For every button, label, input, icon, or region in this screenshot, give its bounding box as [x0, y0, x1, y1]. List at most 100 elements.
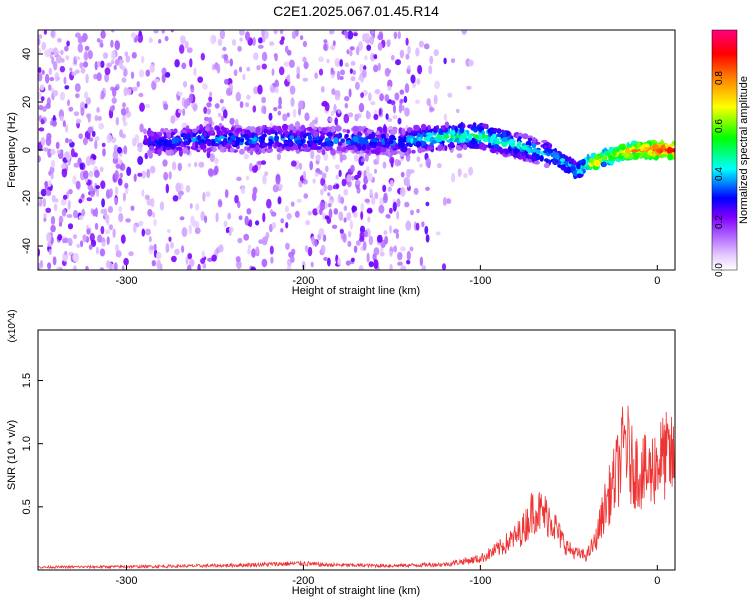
spectrogram-noise-blob — [418, 40, 424, 48]
spectrogram-noise-blob — [389, 180, 394, 187]
spectrogram-noise-blob — [83, 91, 89, 99]
spectrogram-ridge-blob — [535, 149, 541, 155]
spectrogram-noise-blob — [274, 79, 279, 89]
spectrogram-ridge-blob — [626, 143, 633, 148]
spectrogram-noise-blob — [270, 256, 274, 264]
spectrogram-noise-blob — [377, 42, 383, 51]
spectrogram-ridge-blob — [594, 154, 601, 160]
spectrogram-ridge-blob — [192, 128, 198, 133]
spectrogram-noise-blob — [94, 140, 98, 150]
spectrogram-noise-blob — [65, 124, 69, 133]
spectrogram-noise-blob — [141, 55, 145, 64]
spectrogram-x-tick-label: -100 — [469, 275, 491, 287]
spectrogram-ridge-blob — [531, 139, 536, 143]
spectrogram-noise-blob — [334, 117, 339, 126]
spectrogram-noise-blob — [369, 188, 373, 197]
spectrogram-noise-blob — [321, 172, 327, 179]
spectrogram-noise-blob — [114, 244, 120, 252]
spectrogram-noise-blob — [203, 116, 210, 122]
spectrogram-noise-blob — [302, 40, 307, 48]
spectrogram-noise-blob — [271, 211, 277, 217]
spectrogram-ridge-blob — [204, 126, 210, 132]
spectrogram-ridge-blob — [460, 133, 467, 140]
colorbar-gradient — [711, 29, 738, 271]
spectrogram-ridge-blob — [305, 127, 313, 131]
spectrogram-ridge-blob — [479, 133, 483, 140]
spectrogram-noise-blob — [71, 71, 77, 76]
spectrogram-noise-blob — [246, 67, 251, 72]
spectrogram-noise-blob — [69, 67, 73, 72]
spectrogram-noise-blob — [456, 153, 463, 159]
spectrogram-noise-blob — [356, 46, 360, 56]
spectrogram-ridge-blob — [506, 130, 511, 136]
spectrogram-noise-blob — [407, 45, 411, 55]
spectrogram-ridge-blob — [358, 138, 363, 143]
spectrogram-ridge-blob — [398, 137, 404, 144]
spectrogram-x-tick-label: 0 — [654, 275, 660, 287]
spectrogram-noise-blob — [139, 102, 145, 112]
spectrogram-noise-blob — [80, 67, 86, 74]
spectrogram-ridge-blob — [602, 155, 608, 160]
spectrogram-ridge-blob — [386, 142, 390, 149]
spectrogram-noise-blob — [48, 84, 52, 91]
spectrogram-noise-blob — [233, 69, 238, 77]
spectrogram-noise-blob — [72, 175, 77, 185]
spectrogram-ridge-blob — [171, 137, 176, 145]
spectrogram-noise-blob — [252, 37, 256, 46]
spectrogram-noise-blob — [400, 171, 405, 178]
spectrogram-noise-blob — [139, 123, 144, 133]
spectrogram-noise-blob — [38, 38, 41, 46]
spectrogram-noise-blob — [53, 203, 58, 212]
spectrogram-noise-blob — [96, 38, 101, 43]
spectrogram-noise-blob — [106, 62, 112, 68]
spectrogram-noise-blob — [335, 96, 340, 101]
spectrogram-noise-blob — [223, 53, 229, 61]
spectrogram-noise-blob — [99, 267, 104, 270]
spectrogram-noise-blob — [161, 30, 165, 34]
spectrogram-noise-blob — [382, 161, 387, 169]
spectrogram-ridge-blob — [391, 130, 396, 136]
spectrogram-noise-blob — [248, 162, 253, 172]
spectrogram-noise-blob — [112, 228, 116, 238]
spectrogram-ridge-blob — [528, 158, 532, 163]
spectrogram-ridge-blob — [553, 148, 557, 152]
spectrogram-noise-blob — [277, 183, 283, 190]
spectrogram-noise-blob — [46, 132, 52, 140]
spectrogram-noise-blob — [88, 170, 94, 178]
spectrogram-noise-blob — [247, 248, 251, 255]
spectrogram-noise-blob — [109, 188, 113, 197]
spectrogram-noise-blob — [213, 165, 219, 176]
spectrogram-ridge-blob — [623, 152, 629, 159]
spectrogram-noise-blob — [126, 166, 132, 176]
spectrogram-noise-blob — [40, 119, 45, 125]
spectrogram-noise-blob — [52, 114, 56, 122]
spectrogram-ridge-blob — [660, 144, 666, 151]
spectrogram-noise-blob — [329, 30, 335, 35]
spectrogram-ridge-blob — [217, 137, 222, 141]
spectrogram-ridge-blob — [309, 140, 314, 146]
spectrogram-noise-blob — [251, 248, 256, 258]
spectrogram-noise-blob — [433, 94, 438, 105]
spectrogram-noise-blob — [279, 39, 285, 45]
spectrogram-noise-blob — [38, 67, 42, 74]
spectrogram-noise-blob — [368, 92, 372, 102]
spectrogram-noise-blob — [416, 156, 421, 163]
spectrogram-noise-blob — [405, 37, 409, 46]
spectrogram-noise-blob — [39, 197, 43, 207]
spectrogram-noise-blob — [302, 56, 307, 63]
spectrogram-ridge-blob — [366, 128, 372, 135]
spectrogram-ridge-blob — [336, 145, 342, 152]
spectrogram-ridge-blob — [143, 138, 150, 143]
spectrogram-noise-blob — [172, 195, 179, 202]
spectrogram-ridge-blob — [287, 140, 294, 148]
spectrogram-noise-blob — [65, 55, 70, 61]
spectrogram-noise-blob — [340, 196, 345, 205]
snr-x-tick-label: 0 — [654, 575, 660, 587]
spectrogram-noise-blob — [51, 159, 55, 168]
spectrogram-noise-blob — [397, 31, 401, 40]
spectrogram-noise-blob — [337, 109, 341, 114]
spectrogram-ridge-blob — [669, 144, 674, 148]
spectrogram-ridge-blob — [612, 149, 617, 156]
spectrogram-noise-blob — [122, 192, 126, 202]
